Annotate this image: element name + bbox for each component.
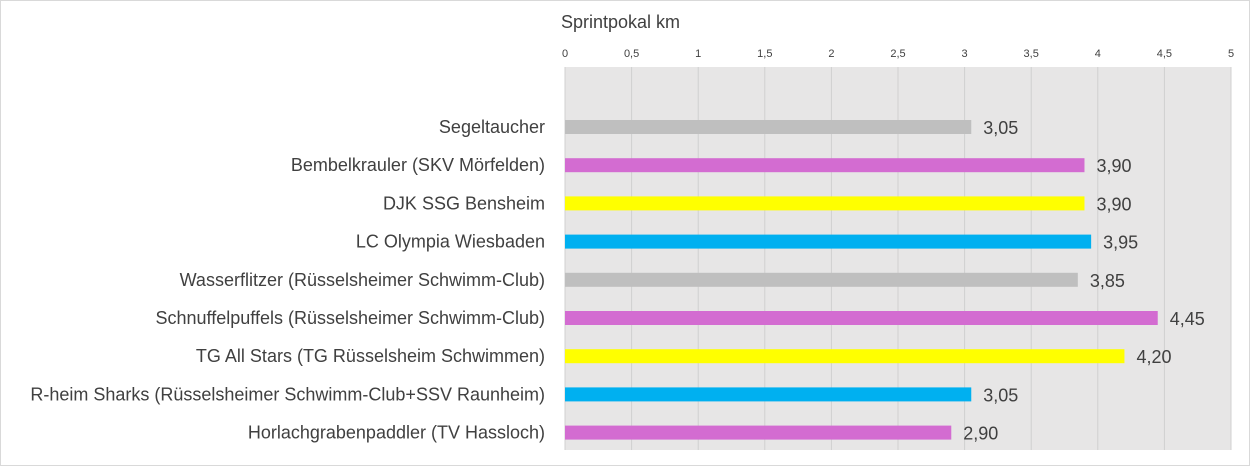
bar (565, 311, 1158, 325)
data-label: 3,90 (1096, 194, 1131, 214)
bar (565, 196, 1085, 211)
data-label: 4,20 (1136, 347, 1171, 367)
x-tick-label: 2,5 (890, 48, 905, 60)
data-label: 3,85 (1090, 271, 1125, 291)
x-tick-label: 4 (1095, 48, 1101, 60)
x-tick-label: 1,5 (757, 48, 772, 60)
x-tick-label: 5 (1228, 48, 1234, 60)
category-label: Segeltaucher (439, 117, 545, 137)
category-label: Horlachgrabenpaddler (TV Hassloch) (248, 423, 545, 443)
category-label: Wasserflitzer (Rüsselsheimer Schwimm-Clu… (180, 270, 545, 290)
data-label: 3,05 (983, 118, 1018, 138)
data-label: 2,90 (963, 424, 998, 444)
category-label: R-heim Sharks (Rüsselsheimer Schwimm-Clu… (30, 384, 545, 404)
x-tick-label: 3 (962, 48, 968, 60)
x-tick-label: 0 (562, 48, 568, 60)
x-tick-label: 4,5 (1157, 48, 1172, 60)
x-tick-label: 1 (695, 48, 701, 60)
data-label: 3,05 (983, 385, 1018, 405)
bar (565, 158, 1085, 173)
data-label: 4,45 (1170, 309, 1205, 329)
bar (565, 349, 1125, 364)
bar (565, 425, 952, 440)
x-tick-label: 0,5 (624, 48, 639, 60)
category-label: LC Olympia Wiesbaden (356, 232, 545, 252)
bar (565, 272, 1078, 287)
chart-title: Sprintpokal km (561, 12, 681, 32)
category-label: TG All Stars (TG Rüsselsheim Schwimmen) (196, 346, 545, 366)
bar (565, 234, 1092, 249)
category-label: DJK SSG Bensheim (383, 193, 545, 213)
x-tick-label: 3,5 (1024, 48, 1039, 60)
x-tick-label: 2 (828, 48, 834, 60)
category-label: Schnuffelpuffels (Rüsselsheimer Schwimm-… (156, 308, 545, 328)
bar (565, 387, 972, 402)
data-label: 3,90 (1096, 156, 1131, 176)
category-label: Bembelkrauler (SKV Mörfelden) (291, 155, 545, 175)
data-label: 3,95 (1103, 233, 1138, 253)
bar (565, 120, 972, 134)
